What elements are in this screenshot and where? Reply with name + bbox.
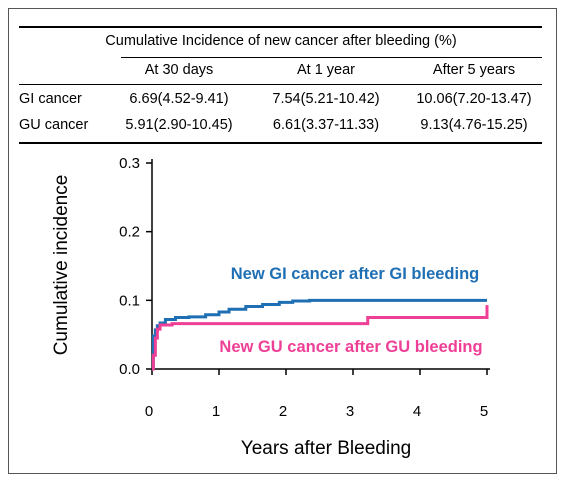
gu-cancer-30-days: 5.91(2.90-10.45)	[125, 117, 233, 133]
row-label-gi-cancer: GI cancer	[19, 91, 82, 107]
column-header-30-days: At 30 days	[144, 62, 214, 78]
gu-cancer-1-year: 6.61(3.37-11.33)	[272, 117, 380, 133]
column-header-5-years: After 5 years	[432, 62, 516, 78]
row-label-gu-cancer: GU cancer	[19, 117, 89, 133]
y-tick-label: 0.1	[119, 292, 140, 309]
y-tick-label: 0.2	[119, 224, 140, 241]
table-header-rule	[121, 57, 542, 58]
x-tick-label: 3	[346, 403, 354, 420]
x-tick-label: 5	[480, 403, 488, 420]
y-axis-label: Cumulative incidence	[51, 175, 72, 356]
series-label-gi-cancer: New GI cancer after GI bleeding	[231, 265, 480, 283]
table-title: Cumulative Incidence of new cancer after…	[105, 33, 457, 49]
x-tick-label: 4	[413, 403, 421, 420]
gi-cancer-30-days: 6.69(4.52-9.41)	[129, 91, 229, 107]
table-bottom-rule	[19, 142, 542, 144]
gi-cancer-5-years: 10.06(7.20-13.47)	[416, 91, 532, 107]
gu-cancer-5-years: 9.13(4.76-15.25)	[420, 117, 528, 133]
table-body-rule	[19, 84, 542, 85]
series-label-gu-cancer: New GU cancer after GU bleeding	[219, 338, 482, 356]
column-header-1-year: At 1 year	[296, 62, 356, 78]
series-line-gi-cancer	[151, 298, 487, 371]
x-tick-label: 0	[145, 403, 153, 420]
series-line-gu-cancer	[151, 305, 489, 371]
gi-cancer-1-year: 7.54(5.21-10.42)	[272, 91, 380, 107]
figure-frame	[8, 8, 557, 474]
x-tick-label: 2	[279, 403, 287, 420]
y-tick-label: 0.0	[119, 361, 140, 378]
x-tick-label: 1	[212, 403, 220, 420]
y-tick-label: 0.3	[119, 155, 140, 172]
table-top-rule	[19, 26, 542, 28]
x-axis-label: Years after Bleeding	[241, 438, 411, 459]
